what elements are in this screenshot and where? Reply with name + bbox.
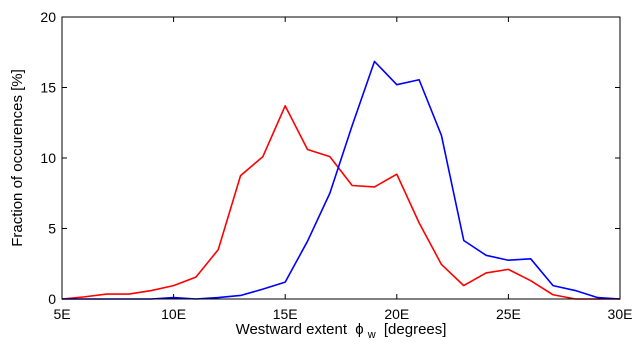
x-axis-label-unit: [degrees]: [384, 321, 447, 338]
y-tick-label: 0: [48, 291, 56, 307]
x-axis-label-subscript: w: [367, 329, 376, 341]
x-tick-label: 5E: [53, 306, 70, 322]
x-tick-label: 20E: [384, 306, 409, 322]
series-layer: [61, 60, 621, 300]
y-axis-label: Fraction of occurences [%]: [9, 69, 26, 247]
label-layer: Westward extent ϕ w [degrees] Fraction o…: [9, 69, 447, 342]
x-tick-label: 30E: [608, 306, 633, 322]
y-tick-label: 10: [40, 150, 56, 166]
tick-layer: 5E 10E 15E 20E 25E 30E 0 5 10 15 20: [40, 9, 632, 322]
x-tick-label: 15E: [273, 306, 298, 322]
series-line-2: [62, 60, 621, 300]
x-tick-label: 10E: [161, 306, 186, 322]
y-tick-label: 5: [48, 221, 56, 237]
x-axis-label: Westward extent ϕ w [degrees]: [236, 321, 447, 342]
x-axis-label-symbol: ϕ: [355, 321, 363, 338]
y-tick-label: 15: [40, 80, 56, 96]
series-line-1: [61, 105, 620, 300]
x-tick-label: 25E: [496, 306, 521, 322]
x-axis-label-text: Westward extent: [236, 321, 348, 338]
y-tick-label: 20: [40, 9, 56, 25]
